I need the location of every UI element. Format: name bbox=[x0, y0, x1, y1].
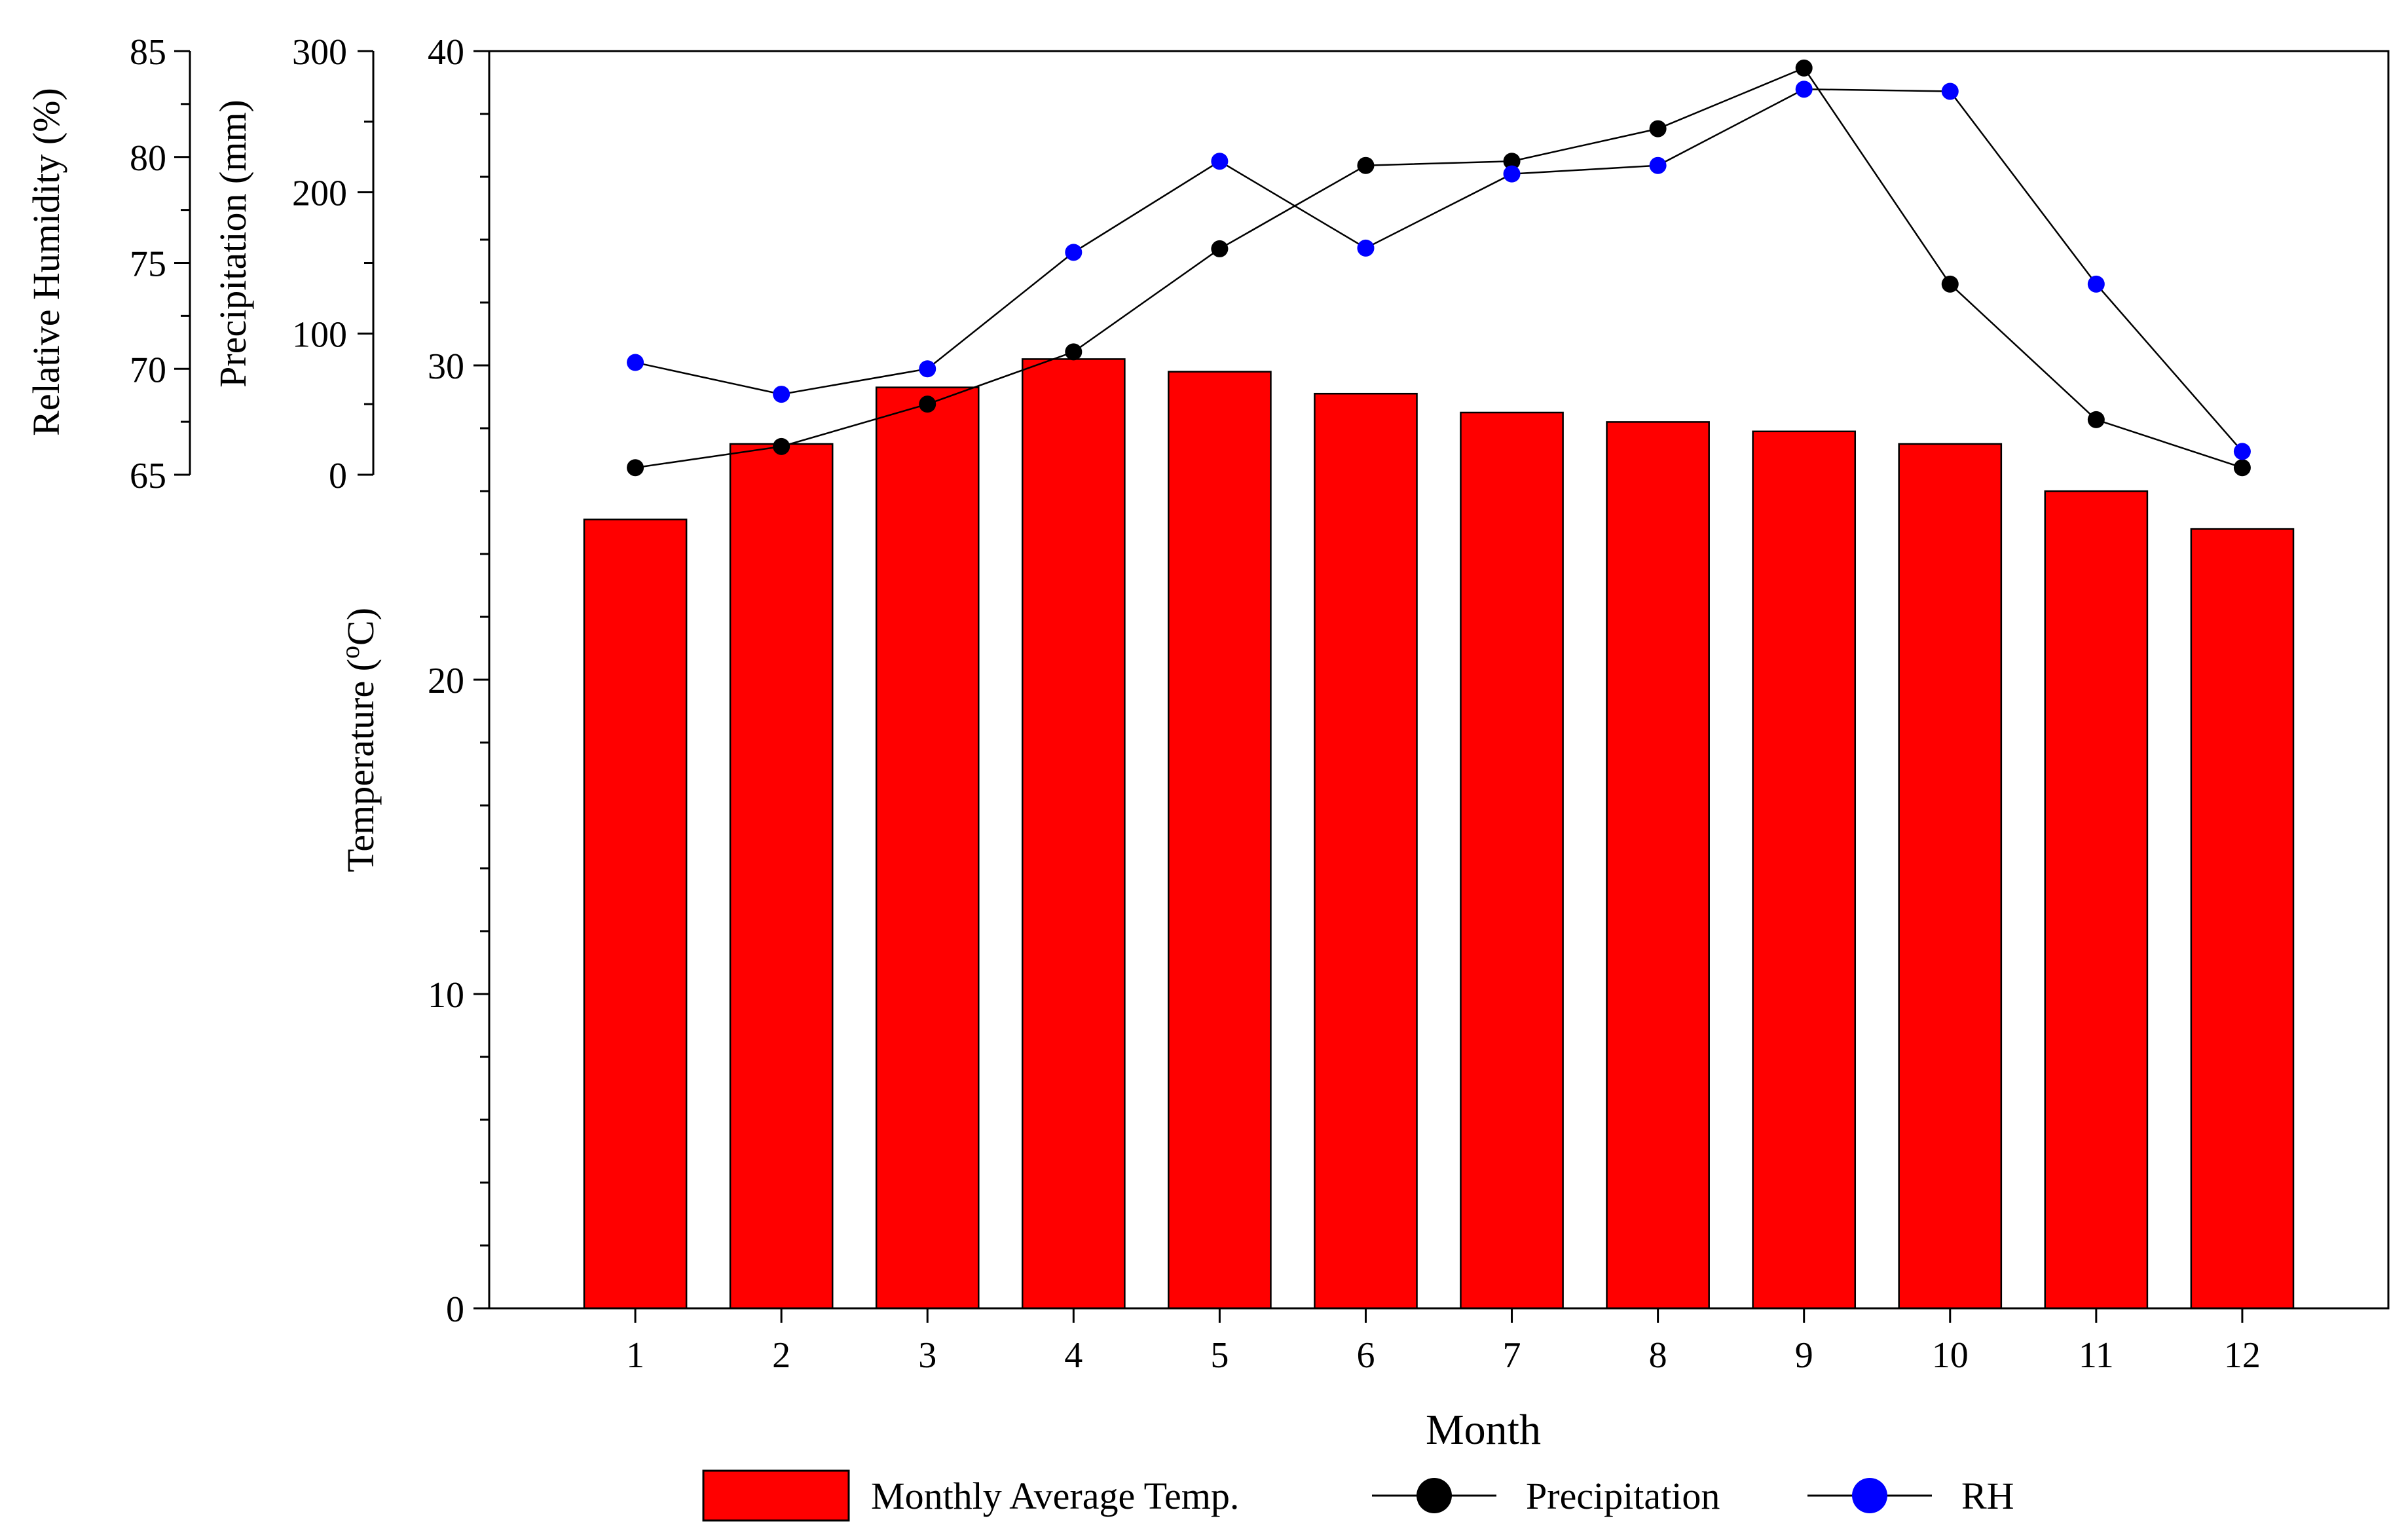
temperature-axis-title: Temperature (oC) bbox=[335, 608, 382, 872]
temperature-bar bbox=[1606, 421, 1710, 1310]
rh-marker bbox=[1941, 83, 1959, 100]
rh-marker bbox=[2233, 443, 2251, 460]
legend-marker-precipitation bbox=[1417, 1478, 1452, 1513]
temperature-bar bbox=[2190, 528, 2295, 1310]
precipitation-line bbox=[635, 67, 2243, 469]
temperature-tick-label: 0 bbox=[446, 1289, 464, 1330]
temperature-bar bbox=[1898, 443, 2003, 1310]
temperature-tick-label: 20 bbox=[428, 661, 464, 701]
x-axis-title: Month bbox=[1426, 1406, 1541, 1454]
x-tick-label: 4 bbox=[1064, 1335, 1083, 1376]
temperature-tick-label: 40 bbox=[428, 32, 464, 73]
temperature-bar bbox=[1752, 430, 1857, 1310]
rh-marker bbox=[1649, 157, 1667, 174]
x-tick-label: 7 bbox=[1503, 1335, 1521, 1376]
rh-marker bbox=[1357, 239, 1375, 257]
temperature-bar bbox=[875, 386, 980, 1310]
precipitation-marker bbox=[773, 437, 790, 455]
temperature-bar bbox=[2044, 490, 2149, 1310]
temperature-bar bbox=[1460, 411, 1564, 1310]
axes: 1 2 3 4 5 6 7 8 9 10 11 120102030400100200300657075… bbox=[130, 32, 2261, 1376]
precipitation-marker bbox=[627, 459, 644, 477]
precipitation-marker bbox=[1211, 240, 1229, 257]
temperature-bar bbox=[1021, 358, 1126, 1310]
rh-marker bbox=[1795, 81, 1813, 98]
rh-marker bbox=[627, 354, 644, 371]
precipitation-tick-label: 0 bbox=[329, 456, 347, 496]
precipitation-marker bbox=[2087, 411, 2105, 428]
rh-marker bbox=[2087, 275, 2105, 293]
precipitation-marker bbox=[1503, 153, 1521, 170]
rh-marker bbox=[1211, 153, 1229, 170]
precipitation-marker bbox=[1941, 275, 1959, 293]
temperature-bar bbox=[583, 518, 688, 1310]
x-tick-label: 11 bbox=[2079, 1335, 2114, 1376]
precipitation-marker bbox=[1357, 157, 1375, 174]
series-markers bbox=[627, 59, 2251, 477]
legend: Monthly Average Temp. Precipitation RH bbox=[702, 1469, 2014, 1522]
x-tick-label: 2 bbox=[772, 1335, 790, 1376]
legend-marker-rh bbox=[1852, 1478, 1887, 1513]
temperature-bar bbox=[1314, 392, 1418, 1310]
x-tick-label: 9 bbox=[1795, 1335, 1813, 1376]
precipitation-marker bbox=[1795, 59, 1813, 77]
legend-swatch-temperature bbox=[702, 1469, 850, 1522]
rh-marker bbox=[919, 360, 936, 378]
x-tick-label: 3 bbox=[918, 1335, 936, 1376]
precipitation-tick-label: 200 bbox=[292, 174, 347, 214]
humidity-tick-label: 70 bbox=[130, 350, 166, 390]
x-tick-label: 6 bbox=[1356, 1335, 1375, 1376]
x-tick-label: 5 bbox=[1210, 1335, 1229, 1376]
x-tick-label: 10 bbox=[1932, 1335, 1969, 1376]
legend-label-temperature: Monthly Average Temp. bbox=[871, 1475, 1239, 1517]
x-tick-label: 8 bbox=[1649, 1335, 1667, 1376]
humidity-tick-label: 85 bbox=[130, 32, 166, 73]
x-tick-label: 12 bbox=[2224, 1335, 2261, 1376]
humidity-tick-label: 80 bbox=[130, 138, 166, 179]
legend-label-rh: RH bbox=[1961, 1475, 2014, 1517]
precipitation-axis-title: Precipitation (mm) bbox=[212, 100, 254, 388]
precipitation-tick-label: 300 bbox=[292, 32, 347, 73]
precipitation-marker bbox=[919, 396, 936, 413]
precipitation-marker bbox=[1649, 120, 1667, 138]
precipitation-marker bbox=[2233, 459, 2251, 477]
rh-marker bbox=[1065, 244, 1083, 261]
humidity-tick-label: 65 bbox=[130, 456, 166, 496]
rh-line bbox=[635, 88, 2243, 452]
temperature-bar bbox=[729, 443, 834, 1310]
rh-marker bbox=[773, 386, 790, 403]
temperature-bar bbox=[1168, 371, 1272, 1310]
rh-marker bbox=[1503, 165, 1521, 183]
humidity-tick-label: 75 bbox=[130, 244, 166, 285]
precipitation-marker bbox=[1065, 343, 1083, 361]
temperature-bars bbox=[583, 358, 2295, 1310]
humidity-axis-title: Relative Humidity (%) bbox=[25, 88, 67, 436]
series-lines bbox=[635, 67, 2243, 469]
temperature-tick-label: 30 bbox=[428, 346, 464, 387]
legend-label-precipitation: Precipitation bbox=[1526, 1475, 1720, 1517]
precipitation-tick-label: 100 bbox=[292, 314, 347, 355]
x-tick-label: 1 bbox=[626, 1335, 644, 1376]
temperature-tick-label: 10 bbox=[428, 975, 464, 1016]
